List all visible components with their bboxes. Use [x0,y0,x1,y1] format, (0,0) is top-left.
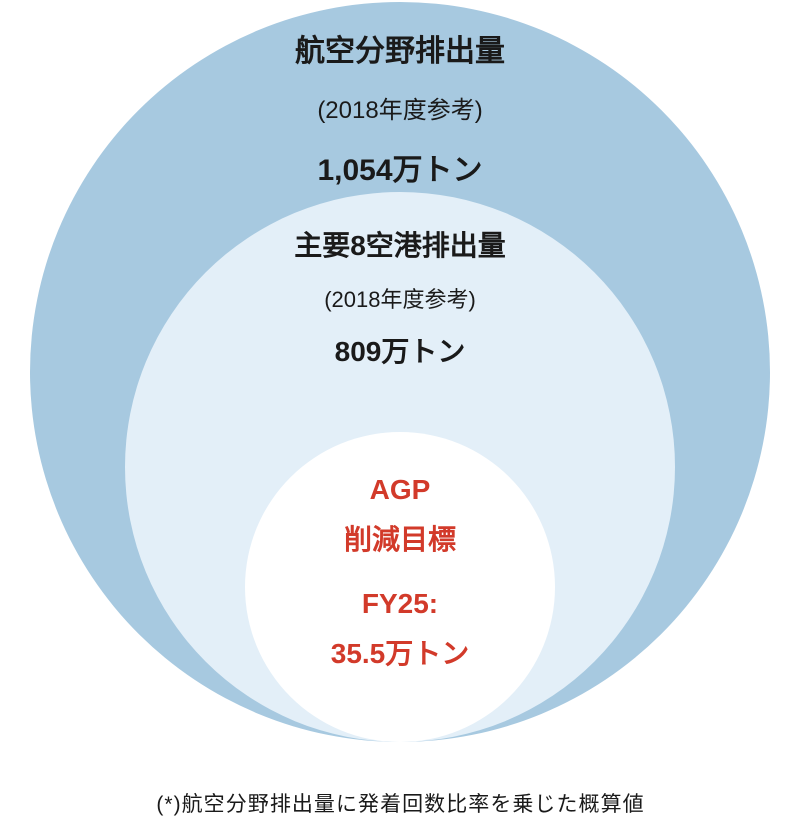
middle-circle-title: 主要8空港排出量 [125,224,675,264]
inner-circle-value-line1: FY25: [245,588,555,620]
inner-circle-value-line2: 35.5万トン [245,632,555,672]
footnote-text: (*)航空分野排出量に発着回数比率を乗じた概算値 [0,788,801,818]
middle-circle-subtitle: (2018年度参考) [125,282,675,314]
inner-circle: AGP 削減目標 FY25: 35.5万トン [245,432,555,742]
outer-circle-label-group: 航空分野排出量 (2018年度参考) 1,054万トン [30,26,770,189]
inner-circle-subtitle: 削減目標 [245,518,555,558]
inner-circle-label-group: AGP 削減目標 FY25: 35.5万トン [245,474,555,672]
middle-circle-label-group: 主要8空港排出量 (2018年度参考) 809万トン [125,224,675,370]
outer-circle-value: 1,054万トン [30,145,770,189]
outer-circle-title: 航空分野排出量 [30,26,770,70]
middle-circle-value: 809万トン [125,330,675,370]
inner-circle-title: AGP [245,474,555,506]
diagram-stage: 航空分野排出量 (2018年度参考) 1,054万トン 主要8空港排出量 (20… [0,0,801,770]
outer-circle-subtitle: (2018年度参考) [30,90,770,125]
